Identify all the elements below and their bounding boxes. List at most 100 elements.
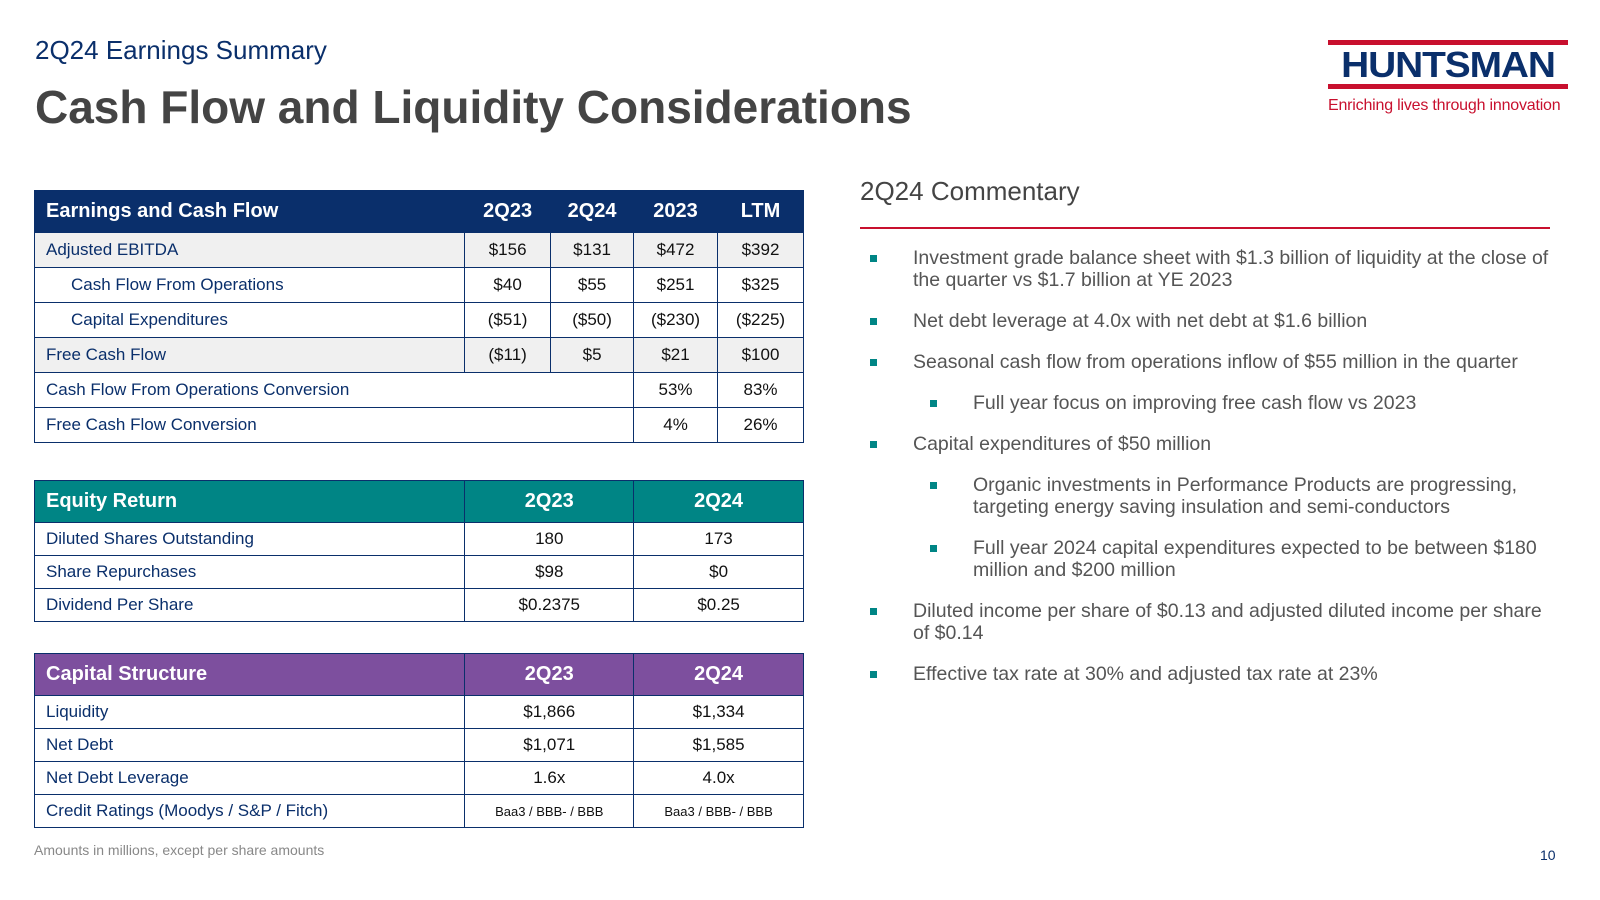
bullet-text: Organic investments in Performance Produ… — [973, 474, 1518, 518]
bullet-text: Diluted income per share of $0.13 and ad… — [913, 600, 1542, 644]
commentary-sub-bullet: Full year focus on improving free cash f… — [860, 392, 1560, 414]
commentary-list: Investment grade balance sheet with $1.3… — [860, 247, 1560, 704]
bullet-square-icon — [930, 482, 937, 489]
table-cell: $5 — [550, 337, 635, 373]
row-label: Adjusted EBITDA — [33, 232, 466, 268]
row-label: Liquidity — [33, 695, 466, 729]
slide-subtitle: 2Q24 Earnings Summary — [35, 35, 327, 65]
table-row: Dividend Per Share $0.2375 $0.25 — [33, 588, 804, 622]
logo-wordmark: HUNTSMAN — [1341, 44, 1556, 85]
bullet-text: Effective tax rate at 30% and adjusted t… — [913, 663, 1378, 685]
footnote: Amounts in millions, except per share am… — [34, 842, 325, 858]
table-row: Liquidity $1,866 $1,334 — [33, 695, 804, 729]
table-cell: $0 — [633, 555, 804, 589]
table-cell: $1,334 — [633, 695, 804, 729]
table-header-cell: 2Q24 — [633, 480, 804, 523]
table-cell: ($50) — [550, 302, 635, 338]
bullet-text: Net debt leverage at 4.0x with net debt … — [913, 310, 1368, 332]
table-row: Diluted Shares Outstanding 180 173 — [33, 522, 804, 556]
bullet-square-icon — [870, 441, 877, 448]
table-header-row: Earnings and Cash Flow 2Q23 2Q24 2023 LT… — [33, 190, 804, 233]
row-label: Capital Expenditures — [33, 302, 466, 338]
bullet-square-icon — [870, 608, 877, 615]
table-row: Capital Expenditures ($51) ($50) ($230) … — [33, 302, 804, 338]
table-cell: 1.6x — [464, 761, 635, 795]
commentary-divider — [860, 227, 1550, 229]
row-label: Dividend Per Share — [33, 588, 466, 622]
bullet-square-icon — [870, 318, 877, 325]
bullet-square-icon — [870, 671, 877, 678]
commentary-bullet: Net debt leverage at 4.0x with net debt … — [860, 310, 1560, 332]
table-cell: 173 — [633, 522, 804, 556]
earnings-cash-flow-table: Earnings and Cash Flow 2Q23 2Q24 2023 LT… — [33, 190, 804, 443]
table-cell: $98 — [464, 555, 635, 589]
table-cell: 4% — [633, 407, 718, 443]
table-header-cell: 2023 — [633, 190, 718, 233]
table-cell: $0.25 — [633, 588, 804, 622]
table-row: Free Cash Flow Conversion 4% 26% — [33, 407, 804, 443]
bullet-text: Full year focus on improving free cash f… — [973, 392, 1417, 414]
bullet-square-icon — [870, 359, 877, 366]
table-cell: ($225) — [717, 302, 804, 338]
table-cell: $55 — [550, 267, 635, 303]
table-cell: $21 — [633, 337, 718, 373]
commentary-bullet: Investment grade balance sheet with $1.3… — [860, 247, 1560, 291]
table-header-row: Equity Return 2Q23 2Q24 — [33, 480, 804, 523]
table-row: Cash Flow From Operations $40 $55 $251 $… — [33, 267, 804, 303]
table-cell: $156 — [464, 232, 552, 268]
table-header-cell: LTM — [717, 190, 804, 233]
bullet-text: Seasonal cash flow from operations inflo… — [913, 351, 1518, 373]
table-row: Cash Flow From Operations Conversion 53%… — [33, 372, 804, 408]
bullet-square-icon — [930, 545, 937, 552]
table-cell: Baa3 / BBB- / BBB — [633, 794, 804, 828]
table-cell: 180 — [464, 522, 635, 556]
table-cell: $40 — [464, 267, 552, 303]
commentary-bullet: Effective tax rate at 30% and adjusted t… — [860, 663, 1560, 685]
commentary-bullet: Capital expenditures of $50 million — [860, 433, 1560, 455]
row-label: Cash Flow From Operations — [33, 267, 466, 303]
bullet-square-icon — [930, 400, 937, 407]
equity-return-table: Equity Return 2Q23 2Q24 Diluted Shares O… — [33, 480, 804, 622]
bullet-text: Full year 2024 capital expenditures expe… — [973, 537, 1537, 581]
row-label: Net Debt Leverage — [33, 761, 466, 795]
table-cell: $1,866 — [464, 695, 635, 729]
table-cell: Baa3 / BBB- / BBB — [464, 794, 635, 828]
row-label: Credit Ratings (Moodys / S&P / Fitch) — [33, 794, 466, 828]
table-cell: $131 — [550, 232, 635, 268]
table-header-cell: 2Q23 — [464, 190, 552, 233]
row-label: Free Cash Flow Conversion — [33, 407, 635, 443]
bullet-square-icon — [870, 255, 877, 262]
table-cell: $392 — [717, 232, 804, 268]
commentary-sub-bullet: Full year 2024 capital expenditures expe… — [860, 537, 1560, 581]
table-row: Net Debt Leverage 1.6x 4.0x — [33, 761, 804, 795]
table-header-cell: 2Q24 — [633, 653, 804, 696]
table-cell: 53% — [633, 372, 718, 408]
commentary-sub-bullet: Organic investments in Performance Produ… — [860, 474, 1560, 518]
bullet-text: Capital expenditures of $50 million — [913, 433, 1212, 455]
table-row: Credit Ratings (Moodys / S&P / Fitch) Ba… — [33, 794, 804, 828]
table-header-cell: 2Q23 — [464, 653, 635, 696]
page-number: 10 — [1540, 847, 1556, 863]
logo-tagline: Enriching lives through innovation — [1328, 97, 1561, 114]
row-label: Cash Flow From Operations Conversion — [33, 372, 635, 408]
huntsman-logo: HUNTSMAN Enriching lives through innovat… — [1328, 40, 1568, 115]
table-cell: ($11) — [464, 337, 552, 373]
table-cell: $1,071 — [464, 728, 635, 762]
table-header-cell: 2Q24 — [550, 190, 635, 233]
commentary-title: 2Q24 Commentary — [860, 176, 1080, 206]
table-header-cell: 2Q23 — [464, 480, 635, 523]
logo-bottom-bar — [1328, 84, 1568, 89]
table-cell: $251 — [633, 267, 718, 303]
table-row: Net Debt $1,071 $1,585 — [33, 728, 804, 762]
commentary-bullet: Seasonal cash flow from operations inflo… — [860, 351, 1560, 373]
table-cell: 83% — [717, 372, 804, 408]
table-cell: 26% — [717, 407, 804, 443]
logo-top-bar — [1328, 40, 1568, 45]
table-cell: $472 — [633, 232, 718, 268]
table-cell: $100 — [717, 337, 804, 373]
table-header-row: Capital Structure 2Q23 2Q24 — [33, 653, 804, 696]
capital-structure-table: Capital Structure 2Q23 2Q24 Liquidity $1… — [33, 653, 804, 828]
table-header-cell: Earnings and Cash Flow — [33, 190, 466, 233]
bullet-text: Investment grade balance sheet with $1.3… — [913, 247, 1549, 291]
row-label: Net Debt — [33, 728, 466, 762]
